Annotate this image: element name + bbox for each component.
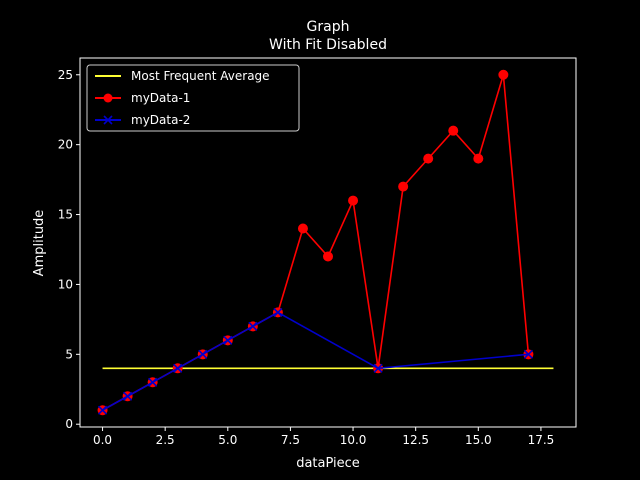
series-line [102, 311, 529, 411]
data-point [248, 321, 258, 331]
x-tick-label: 2.5 [156, 433, 175, 447]
data-point [323, 251, 333, 262]
y-tick-label: 10 [58, 277, 73, 291]
legend-label: myData-2 [131, 113, 190, 127]
data-point [297, 223, 308, 234]
x-tick-label: 17.5 [528, 433, 555, 447]
data-point [173, 363, 183, 373]
data-point [498, 69, 509, 80]
chart-subtitle: With Fit Disabled [269, 37, 387, 53]
chart-title: Graph [307, 19, 350, 35]
x-tick-label: 7.5 [281, 433, 300, 447]
legend-marker [103, 93, 113, 103]
legend-label: myData-1 [131, 91, 190, 105]
data-point [348, 195, 359, 206]
data-point [97, 405, 108, 415]
legend-entry: Most Frequent Average [95, 69, 270, 83]
x-tick-label: 5.0 [218, 433, 237, 447]
y-axis-label: Amplitude [32, 210, 47, 277]
data-point [523, 349, 533, 359]
legend-frame [86, 64, 300, 132]
data-point [373, 363, 383, 373]
x-tick-label: 0.0 [93, 433, 112, 447]
data-point [398, 181, 409, 192]
legend-entry: myData-2 [95, 113, 190, 127]
x-tick-label: 12.5 [402, 433, 429, 447]
plot-area: 0.0 2.5 5.0 7.5 10.0 12.5 15.0 17.5 0 5 10 15 20 25 [58, 57, 577, 447]
y-tick-label: 25 [58, 68, 73, 82]
data-point [448, 125, 459, 136]
y-tick-label: 15 [58, 208, 73, 222]
x-tick-label: 10.0 [340, 433, 367, 447]
data-point [123, 391, 133, 401]
legend-entry: myData-1 [95, 91, 190, 105]
data-point [198, 349, 208, 359]
y-tick-label: 0 [65, 417, 73, 431]
x-tick-label: 15.0 [465, 433, 492, 447]
legend-marker [103, 115, 113, 125]
data-point [273, 307, 283, 317]
data-point [473, 153, 484, 164]
y-tick-label: 5 [65, 347, 73, 361]
data-point [223, 335, 233, 345]
axes-frame [79, 57, 577, 428]
legend-label: Most Frequent Average [131, 69, 270, 83]
series-3 [97, 307, 533, 415]
legend: Most Frequent Average myData-1 myData-2 [86, 64, 300, 132]
data-point [423, 153, 434, 164]
data-point [148, 377, 158, 387]
y-tick-label: 20 [58, 138, 73, 152]
x-axis-label: dataPiece [296, 456, 360, 471]
